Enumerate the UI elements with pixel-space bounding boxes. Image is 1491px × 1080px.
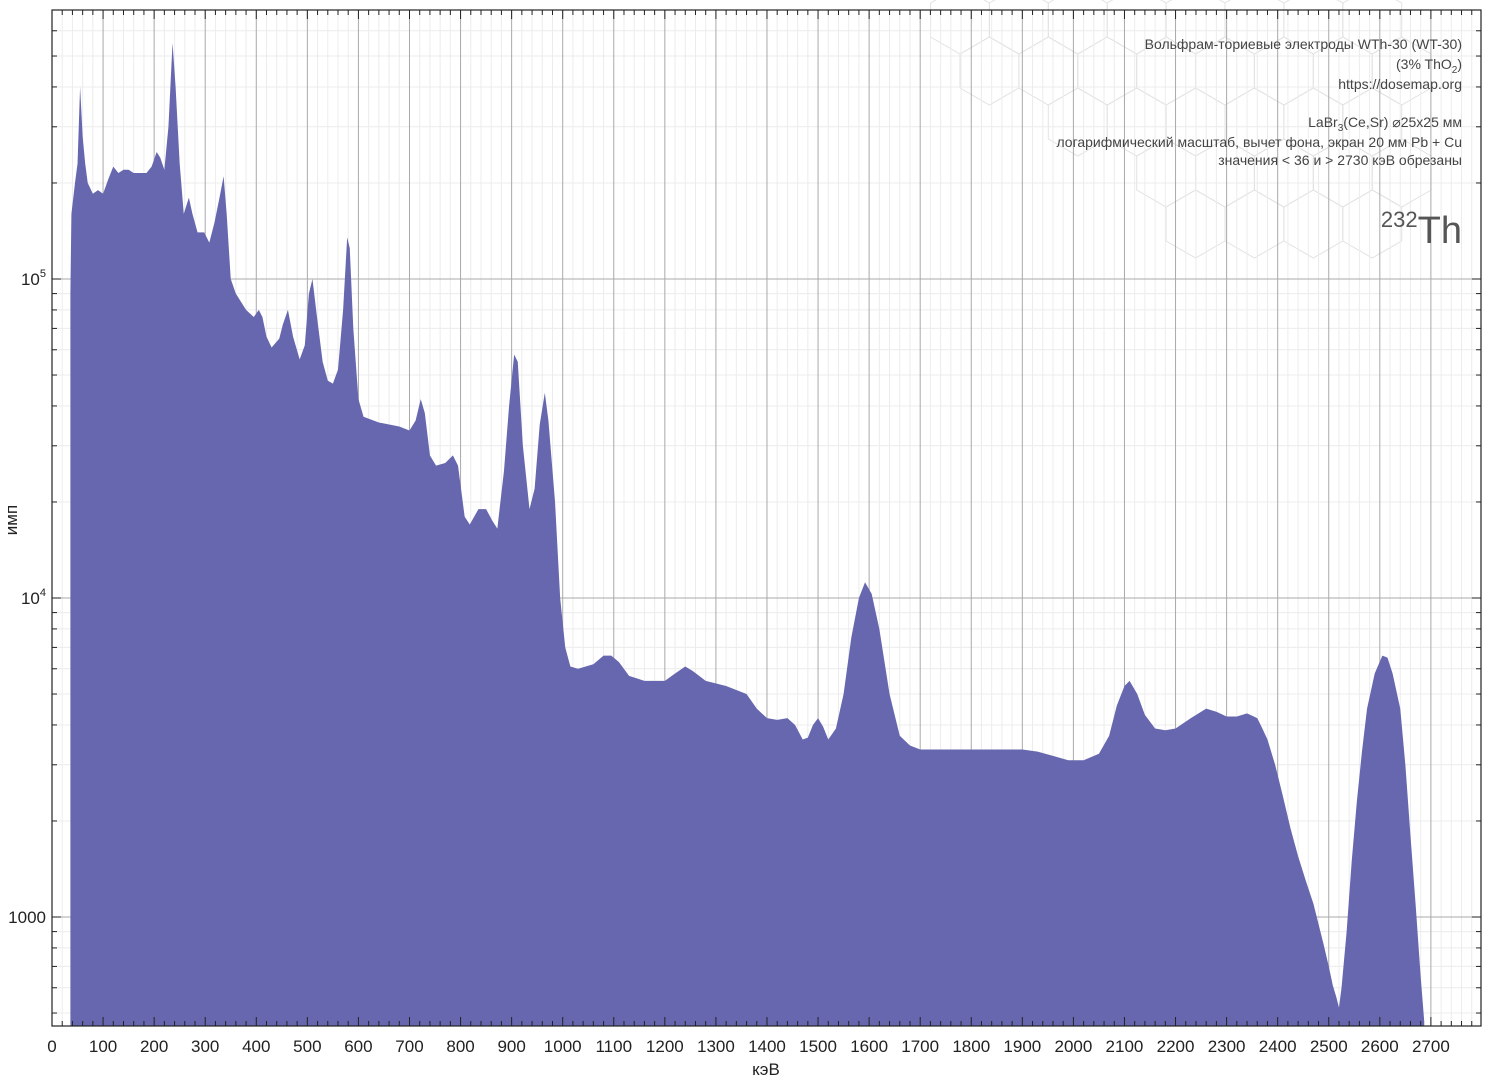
x-tick-label: 2100 (1106, 1037, 1144, 1056)
x-tick-label: 0 (47, 1037, 56, 1056)
hexagon-shape (930, 0, 990, 55)
x-tick-label: 300 (191, 1037, 219, 1056)
x-tick-label: 900 (497, 1037, 525, 1056)
x-tick-label: 2200 (1157, 1037, 1195, 1056)
x-tick-label: 700 (395, 1037, 423, 1056)
hexagon-shape (1077, 36, 1138, 106)
x-tick-label: 1500 (799, 1037, 837, 1056)
x-tick-label: 1200 (646, 1037, 684, 1056)
y-tick-label: 1000 (8, 908, 46, 927)
info-block: Вольфрам-ториевые электроды WTh-30 (WT-3… (1056, 36, 1462, 252)
x-tick-label: 600 (344, 1037, 372, 1056)
y-axis-title: имп (2, 505, 21, 535)
x-tick-label: 2000 (1054, 1037, 1092, 1056)
hexagon-shape (1342, 189, 1403, 259)
info-composition: (3% ThO2) (1396, 56, 1462, 76)
x-tick-label: 2700 (1412, 1037, 1450, 1056)
y-tick-label: 104 (21, 587, 46, 608)
x-tick-label: 1400 (748, 1037, 786, 1056)
x-tick-label: 400 (242, 1037, 270, 1056)
x-tick-label: 1800 (952, 1037, 990, 1056)
hexagon-shape (1224, 189, 1285, 259)
x-tick-label: 1900 (1003, 1037, 1041, 1056)
x-tick-label: 2300 (1208, 1037, 1246, 1056)
info-cutoff: значения < 36 и > 2730 кэВ обрезаны (1218, 152, 1462, 168)
x-tick-label: 100 (89, 1037, 117, 1056)
isotope-label: 232Th (1381, 207, 1462, 252)
x-tick-label: 1300 (697, 1037, 735, 1056)
x-tick-label: 800 (446, 1037, 474, 1056)
y-tick-label: 105 (21, 268, 46, 289)
x-tick-label: 2600 (1361, 1037, 1399, 1056)
hexagon-shape (959, 36, 1020, 106)
y-axis: 1000 104 105 (8, 30, 1481, 1014)
hexagon-shape (1283, 189, 1344, 259)
x-tick-label: 2400 (1259, 1037, 1297, 1056)
x-tick-label: 1700 (901, 1037, 939, 1056)
x-tick-label: 1600 (850, 1037, 888, 1056)
x-axis: 0 100 200 300 400 500 600 700 800 900 1000 1100 1200… (47, 10, 1473, 1056)
x-tick-label: 500 (293, 1037, 321, 1056)
spectrum-area (70, 42, 1425, 1026)
x-tick-label: 1100 (595, 1037, 632, 1056)
hexagon-shape (988, 0, 1049, 55)
hexagon-shape (1018, 36, 1079, 106)
x-tick-label: 1000 (544, 1037, 582, 1056)
info-title: Вольфрам-ториевые электроды WTh-30 (WT-3… (1145, 36, 1462, 52)
x-axis-title: кэВ (752, 1060, 780, 1079)
info-url: https://dosemap.org (1338, 76, 1462, 92)
hexagon-shape (1047, 0, 1108, 55)
x-tick-label: 200 (140, 1037, 168, 1056)
info-method: логарифмический масштаб, вычет фона, экр… (1056, 134, 1462, 150)
info-detector: LaBr3(Ce,Sr) ⌀25x25 мм (1308, 114, 1462, 134)
x-tick-label: 2500 (1310, 1037, 1348, 1056)
